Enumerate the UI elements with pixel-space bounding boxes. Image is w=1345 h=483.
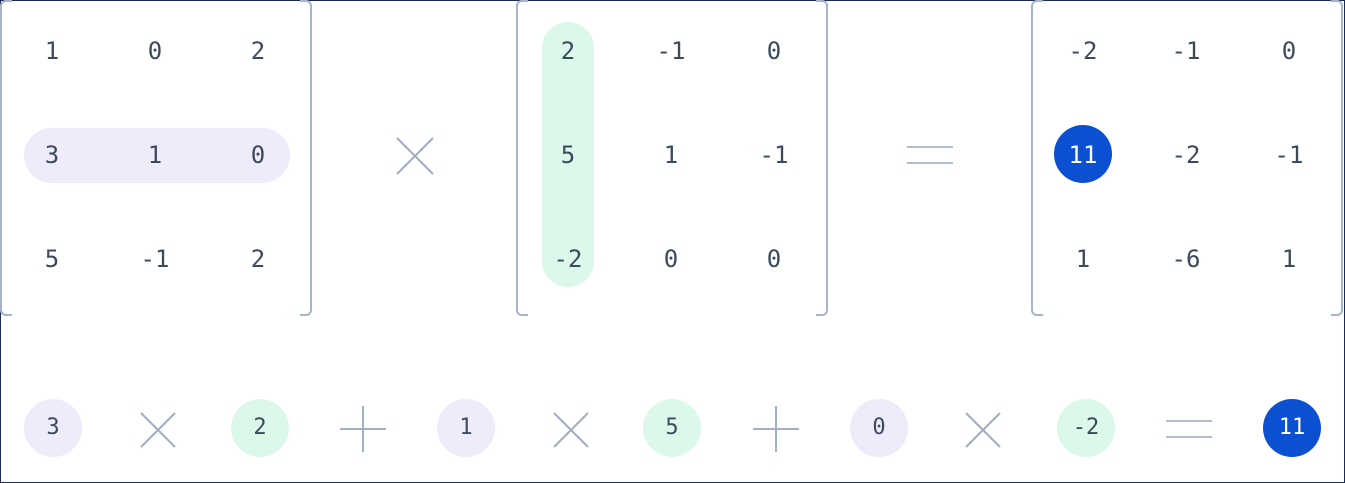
plus-icon [753, 406, 799, 452]
matrix-b-cell: 1 [663, 141, 679, 169]
matrix-b-column-highlight [542, 22, 594, 287]
matrix-a-cell: 1 [44, 37, 60, 65]
matrix-b-cell: 2 [560, 37, 576, 65]
times-icon [396, 137, 434, 175]
matrix-a-left-bracket [0, 0, 12, 316]
matrix-a-cell: 3 [44, 141, 60, 169]
equals-icon [1166, 420, 1212, 438]
matrix-result-right-bracket [1331, 0, 1343, 316]
matrix-result-left-bracket [1031, 0, 1043, 316]
matrix-a-cell: 2 [250, 37, 266, 65]
matrix-a-cell: 0 [147, 37, 163, 65]
matrix-result-highlighted-cell: 11 [1068, 141, 1098, 169]
matrix-result-cell: 1 [1281, 245, 1297, 273]
matrix-a-cell: 5 [44, 245, 60, 273]
matrix-result-cell: -2 [1171, 141, 1201, 169]
matrix-b-cell: -1 [759, 141, 789, 169]
plus-icon [340, 406, 386, 452]
matrix-b-right-bracket [816, 0, 828, 316]
matrix-a-row-highlight [24, 128, 290, 183]
equation-result: 11 [1263, 399, 1321, 457]
result-cell-highlight [1054, 125, 1112, 183]
matrix-a: 1 0 2 3 1 0 5 -1 2 [0, 0, 312, 316]
matrix-a-cell: 2 [250, 245, 266, 273]
matrix-b-cell: 5 [560, 141, 576, 169]
matrix-a-right-bracket [300, 0, 312, 316]
matrix-b: 2 -1 0 5 1 -1 -2 0 0 [516, 0, 828, 316]
matrix-b-cell: 0 [766, 245, 782, 273]
matrix-b-cell: -2 [553, 245, 583, 273]
matrix-b-cell: 0 [663, 245, 679, 273]
matrix-a-cell: 1 [147, 141, 163, 169]
matrix-a-cell: 0 [250, 141, 266, 169]
matrix-a-cell: -1 [140, 245, 170, 273]
equation-term-row: 0 [850, 399, 908, 457]
matrix-result-cell: 1 [1075, 245, 1091, 273]
matrix-result-cell: -6 [1171, 245, 1201, 273]
equation-term-row: 3 [24, 399, 82, 457]
matrix-result-cell: -1 [1171, 37, 1201, 65]
matrix-b-left-bracket [516, 0, 528, 316]
times-icon [140, 412, 176, 448]
matrix-result-cell: -1 [1274, 141, 1304, 169]
equals-icon [907, 146, 953, 164]
matrix-b-cell: -1 [656, 37, 686, 65]
matrix-result-cell: 0 [1281, 37, 1297, 65]
times-icon [965, 412, 1001, 448]
equation-term-column: 5 [643, 399, 701, 457]
equation-term-row: 1 [437, 399, 495, 457]
matrix-result: -2 -1 0 11 -2 -1 1 -6 1 [1031, 0, 1343, 316]
matrix-b-cell: 0 [766, 37, 782, 65]
matrix-result-cell: -2 [1068, 37, 1098, 65]
times-icon [553, 412, 589, 448]
equation-term-column: 2 [231, 399, 289, 457]
equation-term-column: -2 [1057, 399, 1115, 457]
